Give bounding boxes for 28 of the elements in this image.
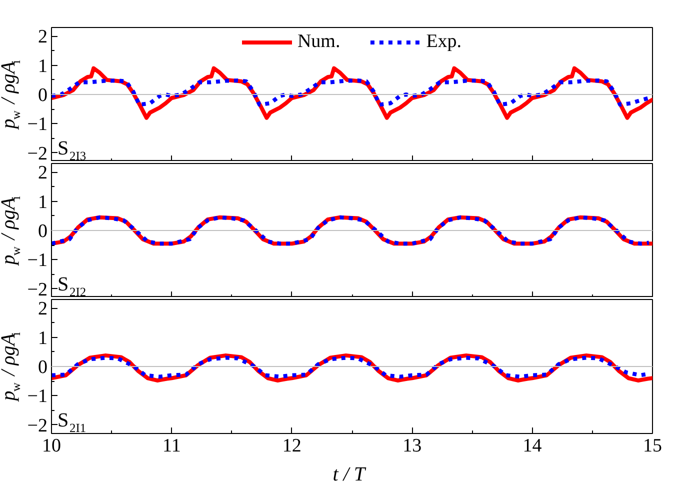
y-tick-label: −1 — [27, 386, 48, 408]
y-tick-label: −2 — [27, 415, 48, 436]
x-tick-label: 14 — [522, 436, 542, 456]
x-tick-label: 11 — [162, 436, 181, 456]
y-axis-title: pw / ρgAi — [0, 196, 24, 267]
y-tick-label: 0 — [38, 357, 48, 378]
y-tick-label: −1 — [27, 114, 48, 136]
y-tick-label: 0 — [38, 221, 48, 242]
y-tick-label: −2 — [27, 143, 48, 164]
line-series — [52, 78, 651, 107]
y-tick-label: 1 — [38, 56, 48, 77]
legend-label: Num. — [297, 31, 340, 53]
x-axis-title: t / T — [332, 464, 367, 485]
y-tick-label: 2 — [38, 26, 48, 48]
y-axis-title: pw / ρgAi — [0, 60, 24, 131]
x-tick-label: 10 — [42, 436, 61, 456]
y-axis-title: pw / ρgAi — [0, 332, 24, 403]
x-tick-label: 12 — [282, 436, 302, 456]
x-tick-label: 13 — [402, 436, 422, 456]
y-tick-label: −2 — [27, 279, 48, 300]
y-tick-label: 1 — [38, 192, 48, 213]
y-tick-label: 1 — [38, 328, 48, 349]
legend-label: Exp. — [426, 31, 462, 53]
x-tick-label: 15 — [643, 436, 662, 456]
y-tick-label: 0 — [38, 85, 48, 106]
y-tick-label: −1 — [27, 250, 48, 272]
y-tick-label: 2 — [38, 298, 48, 320]
y-tick-label: 2 — [38, 162, 48, 184]
